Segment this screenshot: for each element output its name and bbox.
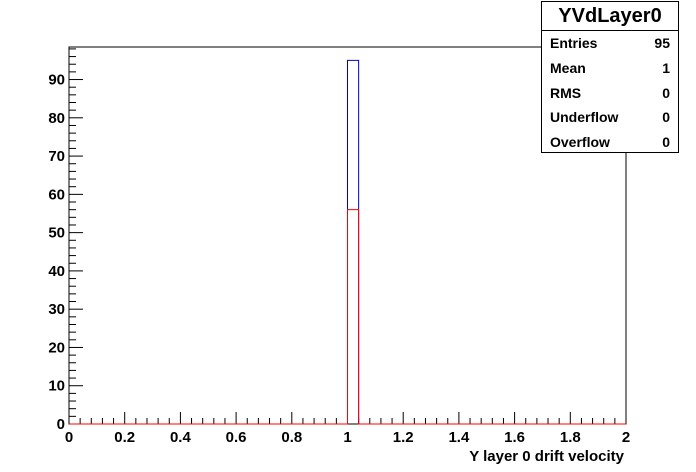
y-tick-label: 10 [48, 378, 65, 395]
y-tick-label: 60 [48, 186, 65, 203]
histogram-series-1 [69, 209, 626, 425]
x-tick-label: 1.8 [560, 429, 581, 446]
stats-box: YVdLayer0 Entries 95 Mean 1 RMS 0 Underf… [541, 1, 679, 153]
y-tick-label: 50 [48, 225, 65, 242]
x-axis-ticks: 0 0.2 0.4 0.6 0.8 1 1.2 1.4 1.6 1.8 2 [65, 412, 630, 446]
stats-label: Overflow [550, 134, 610, 151]
y-tick-label: 80 [48, 110, 65, 127]
x-tick-label: 1 [343, 429, 351, 446]
histogram-bars [69, 59, 626, 425]
histogram-bar [348, 210, 359, 424]
x-tick-label: 1.2 [393, 429, 414, 446]
x-tick-label: 0.8 [281, 429, 302, 446]
y-tick-label: 40 [48, 263, 65, 280]
x-tick-label: 2 [622, 429, 630, 446]
stats-label: RMS [550, 84, 582, 101]
stats-row-mean: Mean 1 [542, 56, 678, 81]
x-tick-label: 0.6 [226, 429, 247, 446]
stats-label: Underflow [550, 109, 619, 126]
stats-label: Entries [550, 35, 598, 51]
x-tick-label: 1.6 [504, 429, 525, 446]
stats-row-entries: Entries 95 [542, 31, 678, 56]
stats-row-overflow: Overflow 0 [542, 130, 678, 155]
x-tick-label: 0.2 [114, 429, 135, 446]
stats-value: 0 [662, 84, 670, 101]
y-tick-label: 0 [57, 416, 65, 433]
stats-row-rms: RMS 0 [542, 81, 678, 106]
y-tick-label: 70 [48, 148, 65, 165]
stats-label: Mean [550, 59, 586, 76]
y-tick-label: 90 [48, 72, 65, 89]
stats-value: 1 [662, 59, 670, 76]
x-tick-label: 0 [65, 429, 73, 446]
x-tick-label: 1.4 [448, 429, 470, 446]
histogram-bar [348, 60, 359, 424]
y-tick-label: 20 [48, 339, 65, 356]
stats-row-underflow: Underflow 0 [542, 105, 678, 130]
y-axis-ticks: 0 10 20 30 40 50 60 70 80 90 [48, 48, 83, 433]
stats-title: YVdLayer0 [542, 2, 678, 31]
stats-value: 0 [662, 134, 670, 151]
stats-value: 95 [654, 35, 670, 51]
x-tick-label: 0.4 [170, 429, 192, 446]
y-tick-label: 30 [48, 301, 65, 318]
stats-rows: Entries 95 Mean 1 RMS 0 Underflow 0 Over… [542, 31, 678, 155]
stats-value: 0 [662, 109, 670, 126]
x-axis-title: Y layer 0 drift velocity [469, 448, 624, 465]
